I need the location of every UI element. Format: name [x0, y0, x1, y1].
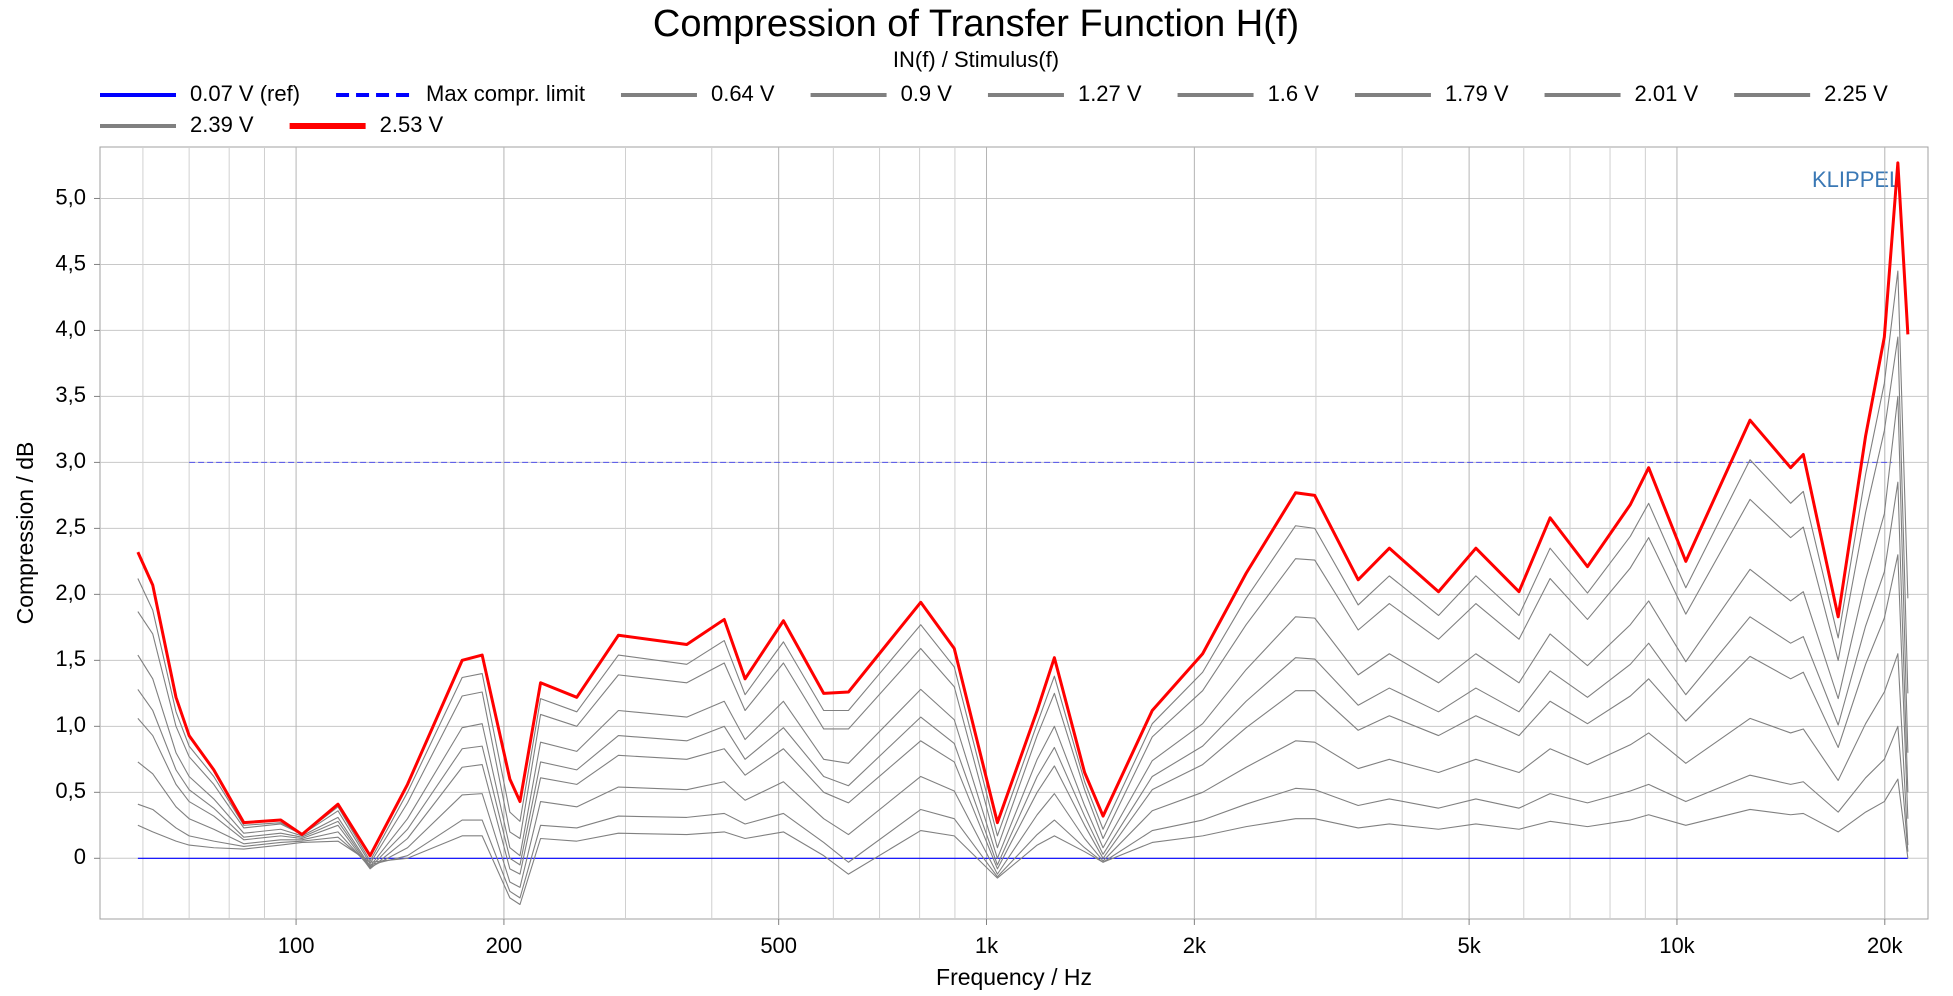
legend-item: 0.9 V [810, 81, 953, 106]
series-line [137, 554, 1909, 875]
grid: 0 0,5 1,0 1,5 2,0 2,5 3,0 3,5 4,0 4,5 5,0 100 200 500… [55, 147, 1928, 958]
series-line [136, 161, 1910, 858]
x-tick-label: 200 [486, 933, 523, 958]
legend-item: 2.39 V [100, 112, 254, 137]
lines [136, 161, 1910, 906]
legend-item: 2.01 V [1544, 81, 1699, 106]
legend: 0.07 V (ref) Max compr. limit 0.64 V 0.9 V 1… [100, 81, 1888, 137]
series-line [137, 270, 1909, 862]
plot-area [99, 146, 1929, 920]
x-tick-label: 10k [1659, 933, 1695, 958]
y-tick-label: 5,0 [55, 184, 86, 209]
y-tick-label: 4,0 [55, 316, 86, 341]
legend-label: 2.53 V [380, 112, 444, 137]
y-tick-label: 2,0 [55, 580, 86, 605]
x-tick-label: 1k [975, 933, 999, 958]
legend-label: 0.9 V [901, 81, 953, 106]
x-tick-label: 5k [1457, 933, 1481, 958]
x-axis-label: Frequency / Hz [936, 964, 1092, 990]
legend-item: 1.79 V [1354, 81, 1509, 106]
legend-label: 0.07 V (ref) [190, 81, 300, 106]
legend-item: Max compr. limit [336, 81, 585, 106]
legend-item: 1.6 V [1177, 81, 1320, 106]
legend-label: Max compr. limit [426, 81, 585, 106]
y-tick-label: 0,5 [55, 778, 86, 803]
x-tick-label: 2k [1183, 933, 1207, 958]
legend-label: 1.27 V [1078, 81, 1142, 106]
y-tick-label: 4,5 [55, 250, 86, 275]
legend-label: 1.6 V [1268, 81, 1320, 106]
legend-label: 0.64 V [711, 81, 775, 106]
legend-label: 1.79 V [1445, 81, 1509, 106]
series-line [137, 481, 1909, 869]
legend-item: 2.25 V [1734, 81, 1888, 106]
x-tick-label: 100 [278, 933, 315, 958]
legend-item: 0.07 V (ref) [100, 81, 300, 106]
x-tick-label: 500 [760, 933, 797, 958]
y-tick-label: 3,0 [55, 448, 86, 473]
legend-label: 2.39 V [190, 112, 254, 137]
y-tick-label: 3,5 [55, 382, 86, 407]
x-tick-label: 20k [1867, 933, 1903, 958]
legend-item: 0.64 V [620, 81, 775, 106]
legend-label: 2.25 V [1824, 81, 1888, 106]
legend-item: 1.27 V [987, 81, 1142, 106]
y-axis-label: Compression / dB [12, 442, 38, 625]
y-tick-label: 2,5 [55, 514, 86, 539]
series-line [137, 395, 1909, 867]
legend-label: 2.01 V [1635, 81, 1699, 106]
chart-title: Compression of Transfer Function H(f) [653, 3, 1299, 45]
chart-subtitle: IN(f) / Stimulus(f) [893, 47, 1059, 72]
legend-item: 2.53 V [289, 112, 444, 137]
watermark: KLIPPEL [1812, 167, 1901, 192]
series-line [137, 336, 1909, 865]
y-tick-label: 1,0 [55, 712, 86, 737]
y-tick-label: 0 [74, 844, 86, 869]
y-tick-label: 1,5 [55, 646, 86, 671]
